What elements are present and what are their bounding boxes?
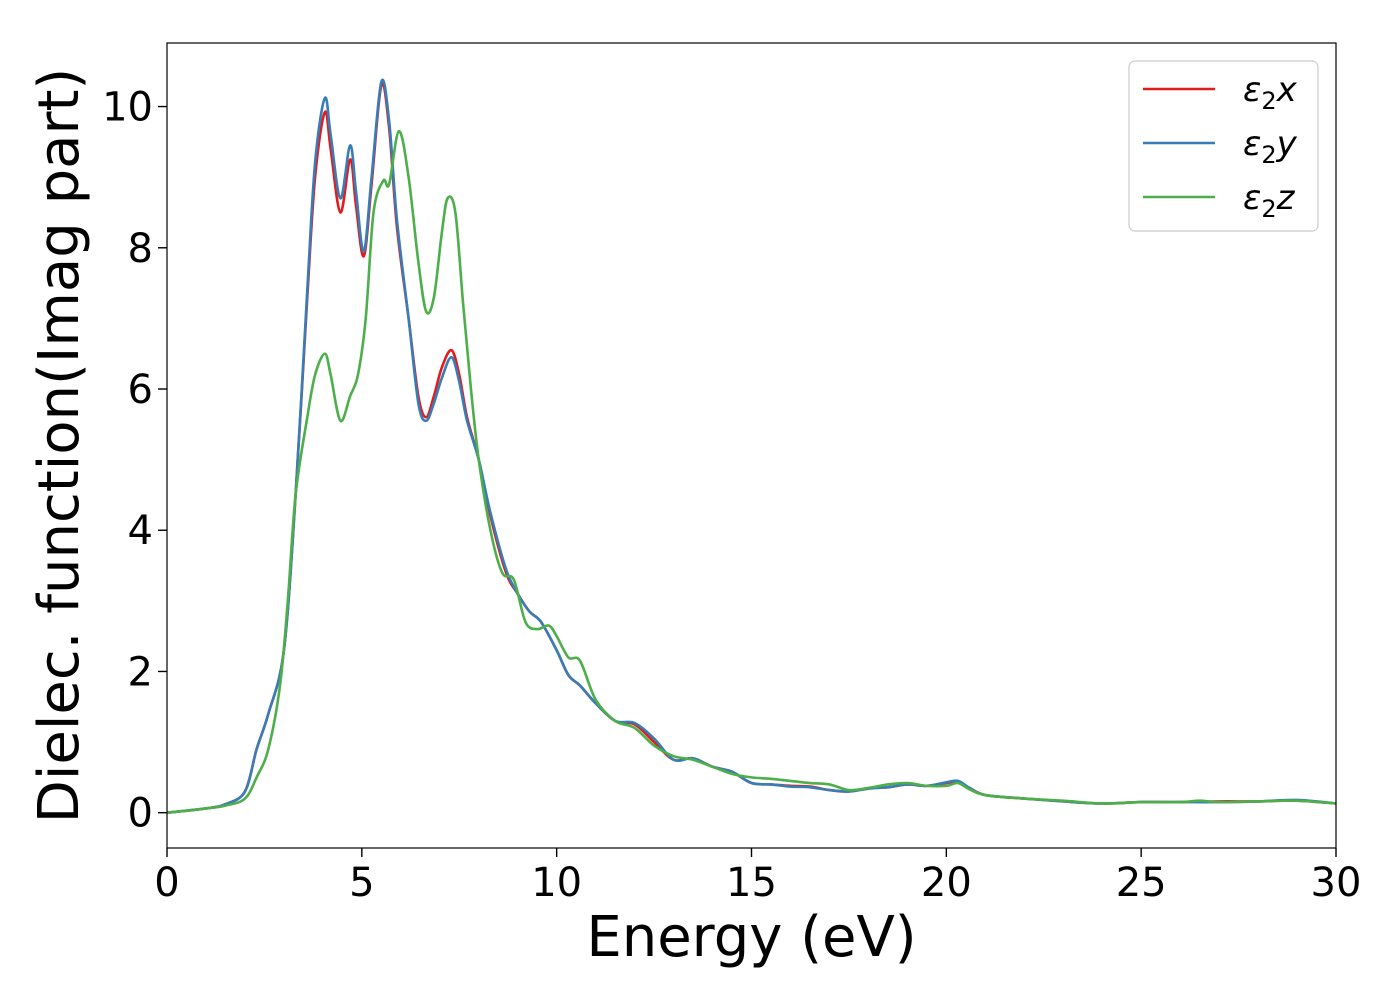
x-tick-label: 10 (531, 860, 582, 906)
x-tick-label: 20 (921, 860, 972, 906)
y-tick-label: 0 (128, 791, 153, 837)
x-tick-label: 15 (726, 860, 777, 906)
x-tick-label: 30 (1311, 860, 1362, 906)
series-line-y (167, 78, 1336, 814)
y-axis: 0 2 4 6 8 10 (102, 85, 167, 837)
legend-box (1128, 60, 1319, 232)
y-tick-label: 8 (128, 226, 153, 272)
y-tick-label: 10 (102, 85, 153, 131)
legend-label-z: ε2z (1243, 178, 1296, 223)
x-tick-label: 25 (1116, 860, 1167, 906)
x-axis: 0 5 10 15 20 25 30 (154, 848, 1361, 906)
legend-label-x: ε2x (1243, 70, 1298, 115)
legend: ε2x ε2y ε2z (1128, 60, 1319, 232)
series-line-z (167, 129, 1336, 814)
y-tick-label: 2 (128, 649, 153, 695)
x-tick-label: 0 (154, 860, 179, 906)
y-axis-title: Dielec. function(Imag part) (27, 68, 92, 824)
x-axis-title: Energy (eV) (586, 905, 916, 970)
y-tick-label: 6 (128, 367, 153, 413)
x-tick-label: 5 (349, 860, 374, 906)
legend-label-y: ε2y (1243, 124, 1298, 169)
y-tick-label: 4 (128, 508, 153, 554)
series-layer (167, 78, 1336, 814)
